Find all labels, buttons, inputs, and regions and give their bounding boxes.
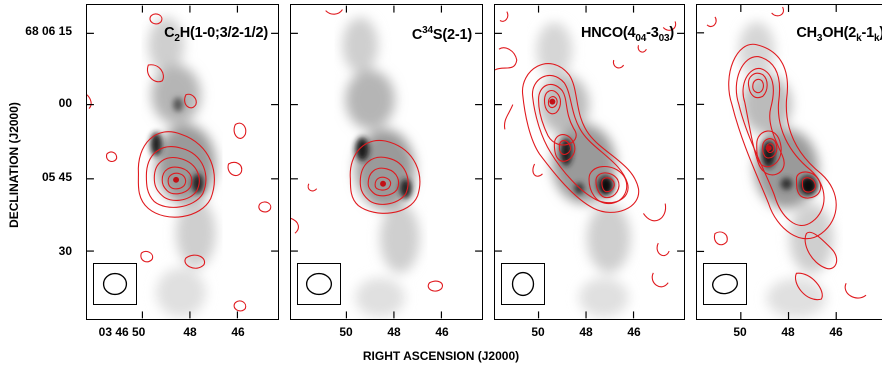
panel-label-c2h: C2H(1-0;3/2-1/2)	[164, 25, 268, 44]
x-tick-label: 48	[579, 325, 593, 339]
tick-marks	[87, 5, 278, 319]
beam-ellipse	[712, 273, 738, 295]
greyscale-emission	[342, 17, 420, 318]
x-tick-label: 46	[627, 325, 641, 339]
x-tick-label: 50	[531, 325, 545, 339]
x-tick-label: 48	[183, 325, 197, 339]
panel-c34s: C34S(2-1)	[290, 4, 483, 320]
tick-marks	[495, 5, 684, 319]
x-tick-label: 03 46 50	[98, 325, 146, 339]
contours	[705, 6, 867, 301]
beam-box	[93, 263, 137, 305]
y-tick-label: 68 06 15	[25, 24, 72, 38]
x-tick-label: 46	[435, 325, 449, 339]
beam-box	[297, 263, 341, 305]
peak-markers	[173, 176, 180, 183]
x-tick-label: 50	[339, 325, 353, 339]
panel-hnco: HNCO(404-303)	[494, 4, 685, 320]
beam-ellipse	[102, 272, 128, 296]
greyscale-emission	[148, 17, 216, 318]
x-tick-label: 46	[829, 325, 843, 339]
panel-label-ch3oh: CH3OH(2k-1k)	[796, 25, 882, 44]
beam-box	[703, 263, 747, 305]
x-tick-label: 46	[231, 325, 245, 339]
peak-markers	[549, 98, 556, 105]
x-tick-label: 50	[733, 325, 747, 339]
y-tick-label: 05 45	[41, 170, 72, 184]
greyscale-emission	[536, 22, 631, 318]
peak-markers	[765, 145, 772, 152]
contours	[291, 9, 443, 292]
beam-ellipse	[511, 271, 535, 297]
contours	[495, 11, 677, 297]
y-tick-label: 30	[58, 244, 72, 258]
tick-marks	[291, 5, 482, 319]
peak-markers	[380, 180, 387, 187]
beam-box	[501, 263, 545, 305]
map-hnco	[495, 5, 684, 319]
panel-label-c34s: C34S(2-1)	[411, 25, 472, 43]
map-c34s	[291, 5, 482, 319]
panel-ch3oh: CH3OH(2k-1k)	[696, 4, 882, 320]
panel-label-hnco: HNCO(404-303)	[581, 25, 674, 44]
map-ch3oh	[697, 5, 867, 319]
map-c2h	[87, 5, 278, 319]
greyscale-emission	[738, 21, 834, 319]
x-tick-label: 48	[387, 325, 401, 339]
y-tick-label: 00	[58, 96, 72, 110]
beam-ellipse	[305, 272, 333, 296]
x-tick-label: 48	[781, 325, 795, 339]
tick-marks	[697, 5, 837, 319]
x-axis-title: RIGHT ASCENSION (J2000)	[362, 349, 520, 363]
contours	[87, 13, 272, 312]
panel-c2h: C2H(1-0;3/2-1/2)	[86, 4, 279, 320]
